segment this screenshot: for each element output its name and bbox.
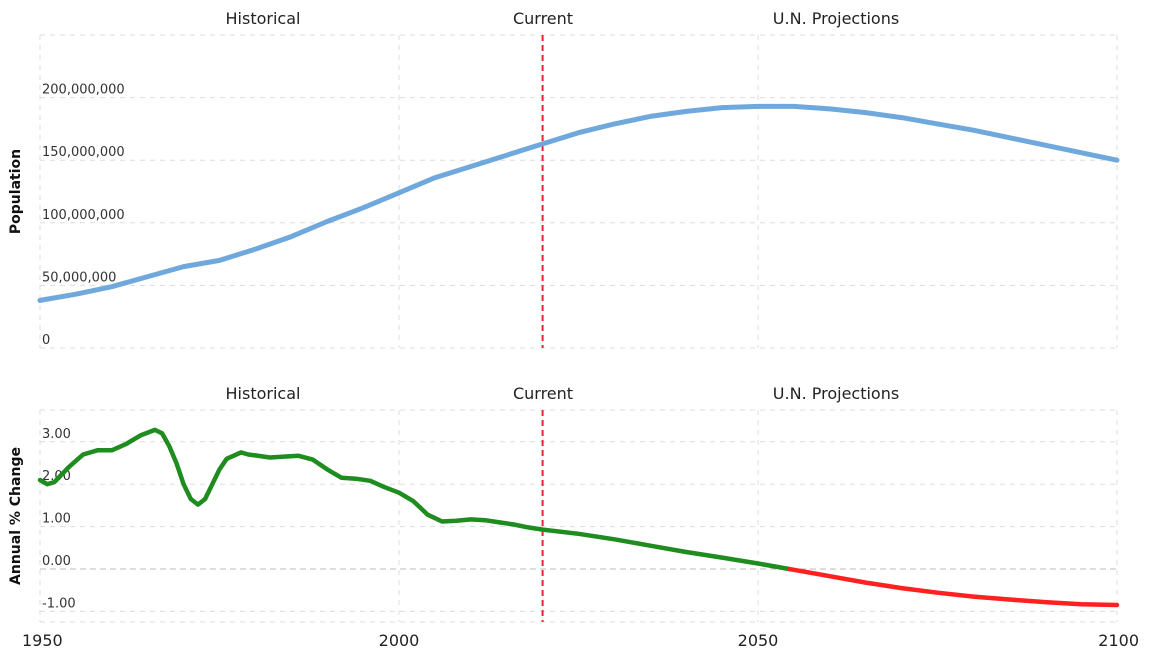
section-label: U.N. Projections (773, 384, 899, 403)
x-tick-label: 2100 (1098, 631, 1139, 650)
growth-line-negative (786, 566, 1120, 608)
section-label: Historical (226, 384, 301, 403)
y-axis-title: Annual % Change (8, 447, 24, 585)
section-label: U.N. Projections (773, 9, 899, 28)
y-tick-label: 150,000,000 (42, 145, 125, 160)
x-tick-label: 2000 (379, 631, 420, 650)
section-label: Historical (226, 9, 301, 28)
growth-line-positive (37, 427, 792, 572)
y-tick-label: 200,000,000 (42, 83, 125, 98)
population-line (37, 103, 1120, 303)
x-tick-label: 2050 (738, 631, 779, 650)
y-tick-label: -1.00 (42, 596, 76, 611)
y-tick-label: 50,000,000 (42, 270, 116, 285)
y-axis-title: Population (8, 149, 24, 234)
y-tick-label: 3.00 (42, 427, 71, 442)
x-tick-label: 1950 (22, 631, 63, 650)
y-tick-label: 0.00 (42, 554, 71, 569)
section-label: Current (513, 384, 573, 403)
y-tick-label: 1.00 (42, 512, 71, 527)
population-panel: 0 50,000,000 100,000,000 150,000,000 200,000… (8, 9, 1120, 349)
section-label: Current (513, 9, 573, 28)
y-tick-label: 0 (42, 333, 50, 348)
y-tick-label: 100,000,000 (42, 208, 125, 223)
